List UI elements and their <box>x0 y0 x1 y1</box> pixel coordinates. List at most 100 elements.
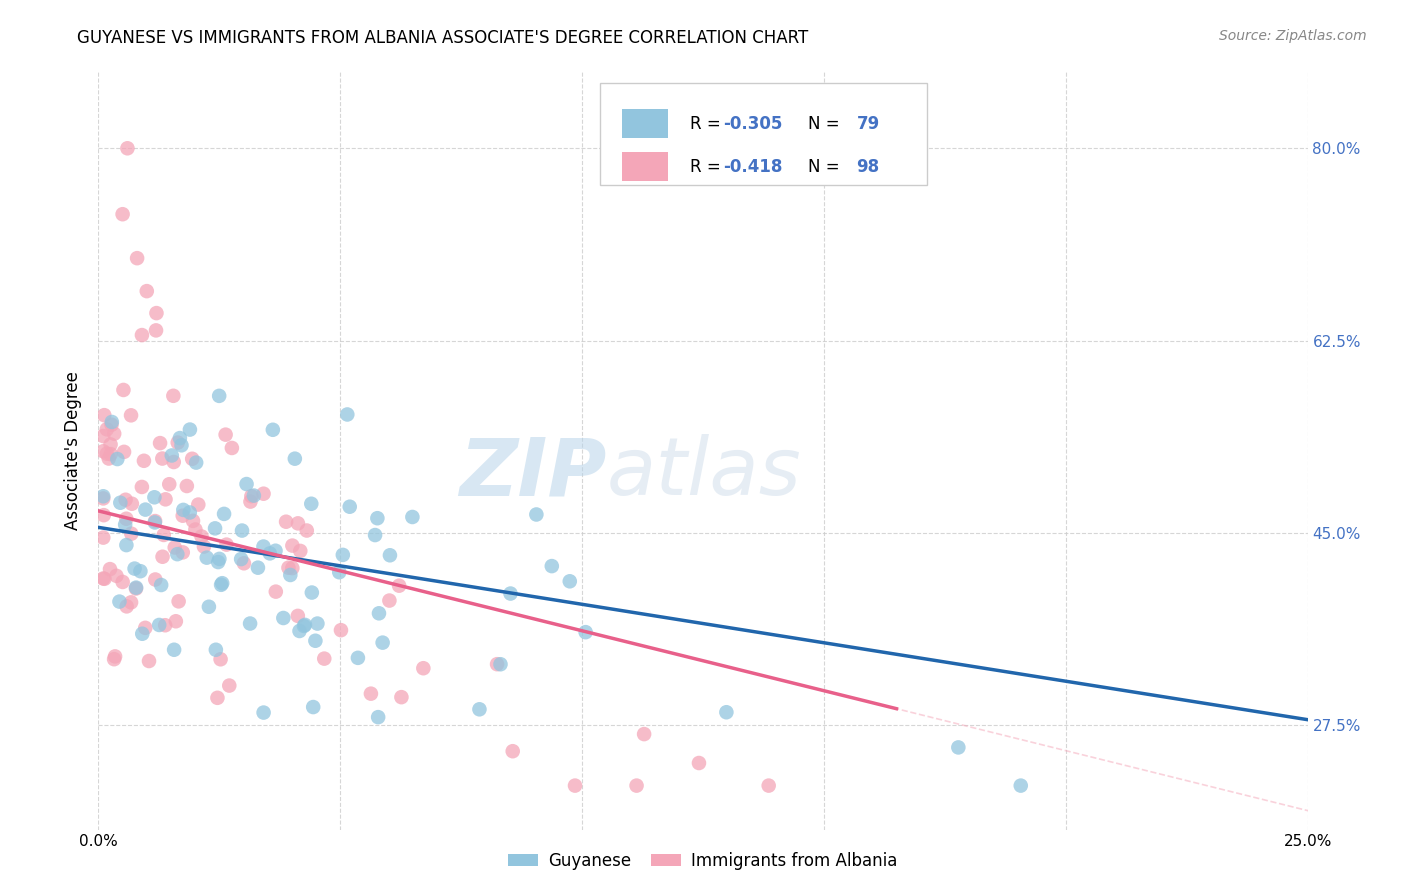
Point <box>273 611 295 625</box>
Point <box>231 524 253 538</box>
Point <box>235 477 257 491</box>
Point <box>96 447 118 461</box>
Point <box>91 489 114 503</box>
Point <box>195 550 218 565</box>
Point <box>332 548 354 562</box>
Point <box>489 657 512 672</box>
Point <box>150 578 173 592</box>
Point <box>292 619 315 633</box>
Text: -0.305: -0.305 <box>724 115 783 133</box>
Point <box>412 661 434 675</box>
Text: GUYANESE VS IMMIGRANTS FROM ALBANIA ASSOCIATE'S DEGREE CORRELATION CHART: GUYANESE VS IMMIGRANTS FROM ALBANIA ASSO… <box>77 29 808 46</box>
Point <box>181 451 204 466</box>
Point <box>129 564 152 578</box>
Point <box>100 437 122 451</box>
Text: 98: 98 <box>856 158 880 176</box>
Point <box>371 635 394 649</box>
Point <box>135 284 157 298</box>
Point <box>176 479 198 493</box>
Point <box>187 498 209 512</box>
Text: ZIP: ZIP <box>458 434 606 512</box>
Point <box>152 549 174 564</box>
Point <box>93 572 115 586</box>
Point <box>110 496 132 510</box>
Point <box>212 507 235 521</box>
Point <box>626 779 648 793</box>
Point <box>252 540 274 554</box>
Point <box>172 503 194 517</box>
Point <box>114 492 136 507</box>
Point <box>163 541 186 555</box>
Point <box>143 573 166 587</box>
Point <box>948 740 970 755</box>
Point <box>232 556 254 570</box>
Point <box>301 585 323 599</box>
Point <box>103 426 125 441</box>
Point <box>198 599 221 614</box>
Point <box>499 586 522 600</box>
Point <box>115 538 138 552</box>
Point <box>302 700 325 714</box>
Point <box>281 561 304 575</box>
Point <box>120 409 142 423</box>
Text: R =: R = <box>690 158 725 176</box>
Point <box>172 508 194 523</box>
Point <box>138 654 160 668</box>
Point <box>125 581 148 595</box>
Point <box>163 642 186 657</box>
Point <box>252 486 274 500</box>
Point <box>564 779 586 793</box>
Point <box>131 328 153 343</box>
Point <box>103 652 125 666</box>
Point <box>91 491 114 506</box>
Point <box>239 494 262 508</box>
Point <box>277 560 299 574</box>
Point <box>186 456 208 470</box>
Point <box>117 141 139 155</box>
Bar <box>600 83 927 186</box>
Point <box>155 492 177 507</box>
Point <box>215 538 238 552</box>
Point <box>209 652 232 666</box>
Point <box>401 510 423 524</box>
Point <box>93 408 115 422</box>
Bar <box>621 153 668 181</box>
Point <box>190 529 212 543</box>
Point <box>211 576 233 591</box>
Point <box>134 621 156 635</box>
Point <box>281 539 304 553</box>
Point <box>278 568 301 582</box>
Point <box>252 706 274 720</box>
Point <box>204 521 226 535</box>
Point <box>336 408 359 422</box>
Point <box>165 614 187 628</box>
Point <box>304 633 326 648</box>
Point <box>295 524 318 538</box>
Point <box>112 445 135 459</box>
Point <box>124 561 146 575</box>
Point <box>157 477 180 491</box>
Point <box>214 427 236 442</box>
Point <box>299 497 322 511</box>
Point <box>125 582 148 596</box>
Point <box>163 455 186 469</box>
Point <box>167 594 190 608</box>
Point <box>153 618 176 632</box>
Point <box>162 389 184 403</box>
Point <box>290 544 312 558</box>
Point <box>166 547 188 561</box>
Point <box>91 429 114 443</box>
Point <box>328 565 350 579</box>
Point <box>97 451 120 466</box>
Point <box>558 574 581 589</box>
Point <box>347 650 370 665</box>
Point <box>274 515 297 529</box>
Point <box>259 546 281 560</box>
Text: N =: N = <box>808 115 845 133</box>
Point <box>758 779 780 793</box>
Point <box>243 489 266 503</box>
Point <box>284 451 307 466</box>
Point <box>179 423 201 437</box>
Point <box>91 444 114 458</box>
Point <box>364 528 387 542</box>
